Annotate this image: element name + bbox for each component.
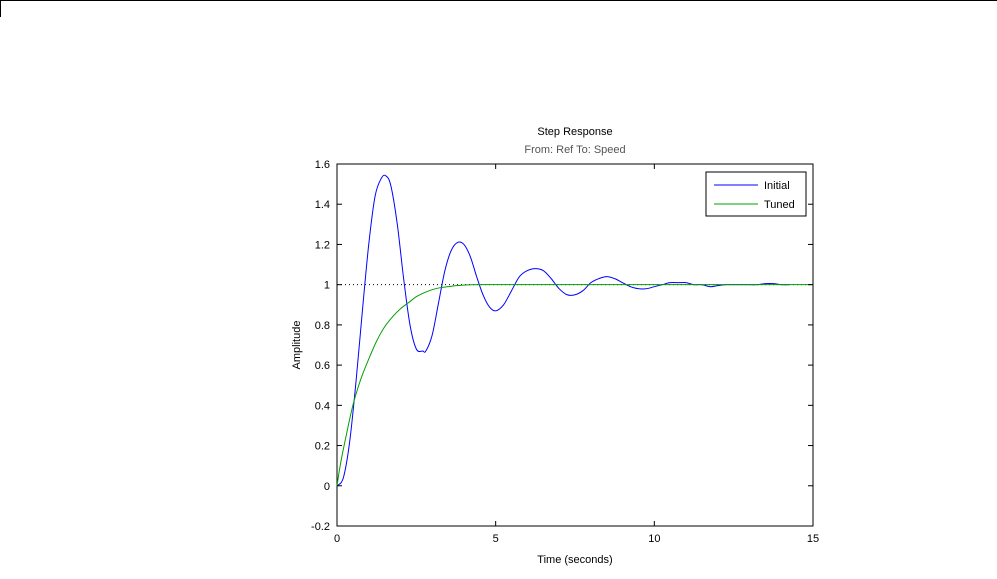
- x-tick-label: 10: [648, 533, 660, 545]
- series-line-initial: [336, 174, 790, 487]
- y-tick-label: 0.8: [315, 320, 330, 332]
- x-axis-label: Time (seconds): [537, 554, 612, 566]
- y-tick-label: 1.2: [315, 239, 330, 251]
- x-tick-label: 5: [493, 533, 499, 545]
- y-tick-label: 1: [324, 280, 330, 292]
- y-tick-label: 0: [324, 481, 330, 493]
- chart-title: Step Response: [537, 126, 612, 138]
- y-tick-label: 1.6: [315, 159, 330, 171]
- y-tick-label: 0.6: [315, 360, 330, 372]
- page-top-border: [0, 0, 997, 17]
- chart-subtitle: From: Ref To: Speed: [524, 144, 625, 156]
- x-tick-label: 15: [807, 533, 819, 545]
- legend-label-tuned: Tuned: [764, 199, 795, 211]
- series-line-tuned: [336, 284, 813, 486]
- y-tick-label: 1.4: [315, 199, 330, 211]
- plot-area: [336, 163, 814, 527]
- legend: Initial Tuned: [705, 171, 807, 217]
- y-tick-label: -0.2: [311, 521, 330, 533]
- legend-box: [705, 171, 807, 217]
- axis-ticks: 0 5 10 15 -0.2 0 0.2 0.4 0.6 0.8 1 1.2 1.4 1.6: [311, 159, 819, 545]
- y-axis-label: Amplitude: [291, 321, 303, 370]
- y-tick-label: 0.4: [315, 400, 330, 412]
- x-tick-label: 0: [334, 533, 340, 545]
- series-group: [336, 174, 813, 487]
- y-tick-label: 0.2: [315, 441, 330, 453]
- legend-label-initial: Initial: [764, 180, 790, 192]
